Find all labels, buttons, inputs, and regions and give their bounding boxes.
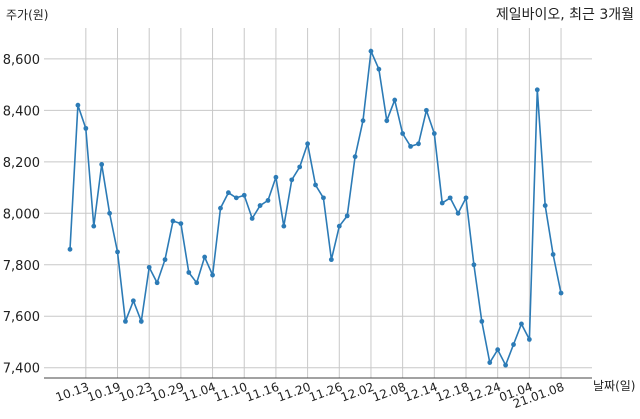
- data-point: [313, 182, 318, 188]
- data-point: [265, 198, 271, 203]
- data-point: [202, 254, 208, 260]
- data-point: [416, 141, 421, 147]
- price-series: [67, 48, 564, 368]
- data-point: [281, 223, 287, 229]
- chart-title: 제일바이오, 최근 3개월: [496, 7, 634, 23]
- data-point: [519, 321, 524, 327]
- data-point: [328, 257, 334, 263]
- data-point: [392, 97, 398, 103]
- data-point: [526, 336, 532, 342]
- data-point: [550, 252, 556, 257]
- y-tick-label: 8,200: [3, 156, 40, 171]
- data-point: [249, 216, 255, 221]
- data-point: [479, 318, 485, 324]
- data-point: [146, 264, 152, 270]
- data-point: [130, 298, 136, 304]
- data-point: [226, 190, 231, 196]
- y-tick-labels: 7,400 7,600 7,800 8,000 8,200 8,400 8,600: [3, 53, 40, 377]
- data-point: [455, 210, 461, 216]
- y-tick-label: 7,400: [3, 362, 40, 377]
- y-tick-label: 8,600: [3, 53, 40, 68]
- data-point: [360, 118, 366, 124]
- x-tick-labels: 10.1310.1910.2310.2911.0411.1011.1611.20…: [54, 380, 566, 411]
- data-point: [67, 246, 73, 252]
- data-point: [218, 205, 223, 211]
- data-point: [241, 192, 247, 198]
- data-point: [123, 318, 128, 324]
- data-point: [233, 195, 239, 201]
- data-point: [91, 223, 97, 229]
- data-point: [408, 143, 413, 149]
- y-tick-label: 7,800: [3, 259, 40, 274]
- data-point: [178, 221, 184, 226]
- data-point: [162, 257, 168, 263]
- data-point: [439, 200, 445, 206]
- data-point: [352, 154, 358, 160]
- data-point: [321, 195, 326, 201]
- x-axis-label: 날짜(일): [593, 379, 635, 393]
- data-point: [400, 131, 406, 136]
- data-point: [511, 342, 516, 347]
- data-point: [194, 280, 200, 286]
- data-point: [368, 48, 374, 54]
- data-point: [115, 249, 120, 255]
- data-point: [170, 218, 176, 224]
- data-point: [503, 362, 508, 368]
- data-point: [257, 203, 263, 208]
- data-point: [186, 270, 192, 275]
- data-point: [273, 174, 279, 180]
- data-point: [305, 141, 310, 147]
- y-tick-label: 8,400: [3, 104, 40, 119]
- data-point: [384, 118, 390, 124]
- y-axis-label: 주가(원): [6, 8, 48, 22]
- data-point: [487, 360, 493, 365]
- data-point: [336, 223, 342, 229]
- data-point: [495, 347, 501, 353]
- data-point: [558, 290, 564, 296]
- data-point: [534, 87, 540, 93]
- data-point: [542, 203, 548, 208]
- data-point: [99, 161, 105, 167]
- data-point: [463, 195, 469, 201]
- data-point: [289, 177, 295, 183]
- data-point: [83, 125, 89, 131]
- data-point: [75, 102, 81, 108]
- data-point: [138, 318, 144, 324]
- data-point: [471, 262, 477, 268]
- series-line: [69, 48, 562, 368]
- data-point: [424, 107, 429, 113]
- data-point: [447, 195, 453, 201]
- data-point: [297, 164, 303, 170]
- data-point: [107, 210, 112, 216]
- data-point: [431, 131, 437, 136]
- data-point: [210, 272, 215, 278]
- grid-lines: [44, 28, 592, 378]
- data-point: [344, 213, 350, 219]
- data-point: [376, 66, 382, 72]
- y-tick-label: 7,600: [3, 310, 40, 325]
- data-point: [154, 280, 160, 286]
- y-tick-label: 8,000: [3, 207, 40, 222]
